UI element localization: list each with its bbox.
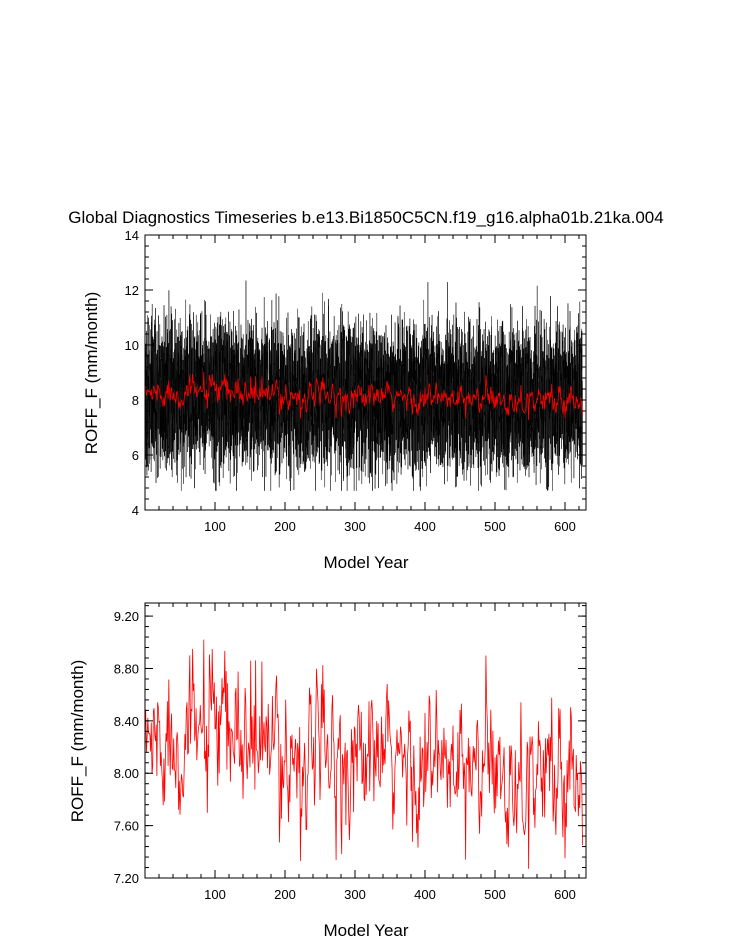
bottom-x-tick-label: 400	[414, 887, 436, 902]
top-plot-frame	[144, 234, 587, 511]
bottom-y-tick-label: 8.00	[114, 766, 139, 781]
bottom-axes-group: 100 200 300 400 500 600 7.20 7.60 8.00 8.40 8.80 9.…	[114, 602, 587, 902]
bottom-x-tick-label: 200	[274, 887, 296, 902]
top-monthly-series-line	[145, 280, 583, 491]
top-x-tick-label: 100	[204, 519, 226, 534]
bottom-series-group	[145, 639, 583, 869]
bottom-y-tick-label: 7.60	[114, 819, 139, 834]
bottom-x-tick-label: 500	[484, 887, 506, 902]
bottom-x-tick-label: 600	[554, 887, 576, 902]
top-x-tick-label: 400	[414, 519, 436, 534]
top-y-axis-title: ROFF_F (mm/month)	[82, 292, 101, 454]
top-x-axis-title: Model Year	[323, 553, 408, 572]
top-x-tick-label: 300	[344, 519, 366, 534]
bottom-annual-series-line	[145, 639, 583, 869]
top-y-tick-label: 14	[125, 228, 139, 243]
panel-bottom-chart: 100 200 300 400 500 600 7.20 7.60 8.00 8.40 8.80 9.…	[68, 602, 587, 940]
bottom-x-tick-label: 100	[204, 887, 226, 902]
bottom-y-tick-label: 9.20	[114, 609, 139, 624]
top-y-tick-label: 12	[125, 283, 139, 298]
top-y-tick-label: 4	[132, 503, 139, 518]
top-series-group	[145, 280, 583, 491]
top-x-tick-label: 600	[554, 519, 576, 534]
top-y-tick-label: 6	[132, 448, 139, 463]
top-axes-group: 100 200 300 400 500 600 4 6 8 10 12 14	[125, 228, 587, 534]
bottom-plot-frame	[144, 602, 587, 879]
top-x-tick-label: 200	[274, 519, 296, 534]
bottom-y-tick-label: 8.40	[114, 714, 139, 729]
bottom-x-axis-title: Model Year	[323, 921, 408, 940]
chart-title: Global Diagnostics Timeseries b.e13.Bi18…	[68, 208, 663, 227]
bottom-x-tick-label: 300	[344, 887, 366, 902]
top-y-tick-label: 8	[132, 393, 139, 408]
top-annual-series-line	[145, 371, 583, 421]
bottom-y-axis-title: ROFF_F (mm/month)	[68, 660, 87, 822]
top-x-tick-label: 500	[484, 519, 506, 534]
bottom-y-tick-label: 8.80	[114, 661, 139, 676]
top-y-tick-label: 10	[125, 338, 139, 353]
bottom-y-tick-label: 7.20	[114, 871, 139, 886]
panel-top-chart: Global Diagnostics Timeseries b.e13.Bi18…	[68, 208, 663, 572]
